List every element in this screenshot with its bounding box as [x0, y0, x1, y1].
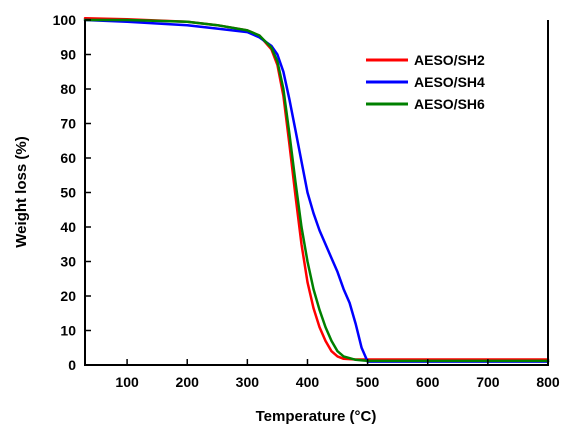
y-tick-label: 60 [60, 150, 76, 166]
y-ticks: 0 10 20 30 40 50 60 70 80 90 100 [53, 12, 91, 373]
y-tick-label: 70 [60, 116, 76, 132]
x-ticks: 100 200 300 400 500 600 700 800 [115, 359, 560, 390]
series-line-aeso-sh2 [83, 17, 550, 361]
legend-label: AESO/SH6 [414, 96, 485, 112]
y-tick-label: 30 [60, 254, 76, 270]
legend-label: AESO/SH4 [414, 74, 485, 90]
y-tick-label: 40 [60, 219, 76, 235]
x-axis-title: Temperature (°C) [256, 408, 377, 425]
x-tick-label: 600 [416, 374, 440, 390]
x-tick-label: 100 [115, 374, 139, 390]
series-line-aeso-sh6 [83, 18, 550, 363]
x-tick-label: 700 [476, 374, 500, 390]
y-tick-label: 50 [60, 185, 76, 201]
plot-area: 100 200 300 400 500 600 700 800 0 10 20 30 40 50 60 70… [53, 12, 560, 390]
y-axis-title: Weight loss (%) [13, 136, 30, 247]
series-layer [83, 17, 550, 363]
x-tick-label: 500 [356, 374, 380, 390]
plot-frame [84, 20, 549, 366]
y-tick-label: 100 [53, 12, 77, 28]
legend: AESO/SH2 AESO/SH4 AESO/SH6 [366, 52, 485, 112]
y-tick-label: 80 [60, 81, 76, 97]
y-tick-label: 10 [60, 323, 76, 339]
x-tick-label: 400 [296, 374, 320, 390]
y-tick-label: 0 [68, 357, 76, 373]
y-tick-label: 20 [60, 288, 76, 304]
x-tick-label: 300 [236, 374, 260, 390]
x-tick-label: 800 [536, 374, 560, 390]
legend-label: AESO/SH2 [414, 52, 485, 68]
series-line-aeso-sh4 [83, 18, 550, 363]
x-tick-label: 200 [176, 374, 200, 390]
y-tick-label: 90 [60, 47, 76, 63]
